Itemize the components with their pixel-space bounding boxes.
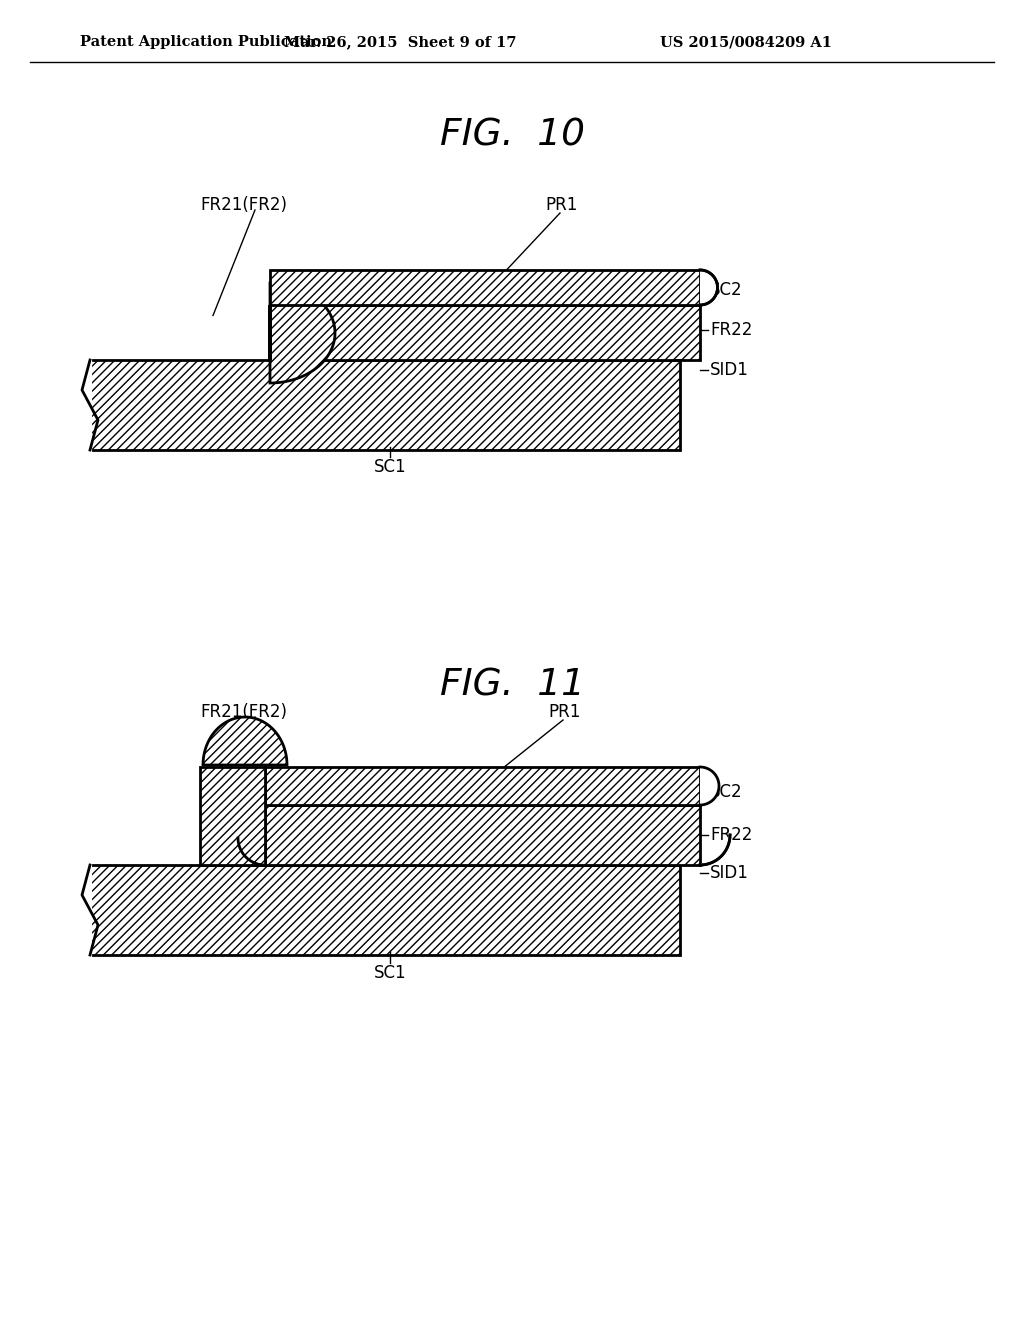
Text: Patent Application Publication: Patent Application Publication (80, 36, 332, 49)
Text: FR22: FR22 (710, 826, 753, 843)
Bar (270, 271, 700, 305)
Text: SC2: SC2 (710, 281, 742, 300)
Polygon shape (203, 717, 287, 766)
Polygon shape (700, 271, 718, 305)
Polygon shape (700, 767, 719, 805)
Text: SC1: SC1 (374, 458, 407, 477)
Text: FR21(FR2): FR21(FR2) (200, 704, 287, 721)
Text: SC2: SC2 (710, 783, 742, 801)
Text: SID1: SID1 (710, 360, 749, 379)
Bar (90, 360, 680, 450)
Text: PR1: PR1 (545, 195, 578, 214)
Polygon shape (700, 836, 730, 865)
Bar (90, 865, 680, 954)
Text: US 2015/0084209 A1: US 2015/0084209 A1 (660, 36, 831, 49)
Bar (265, 805, 700, 865)
Text: PR1: PR1 (548, 704, 581, 721)
Polygon shape (270, 282, 335, 383)
Text: SC1: SC1 (374, 964, 407, 982)
Text: FIG.  11: FIG. 11 (439, 667, 585, 704)
Bar (265, 767, 700, 805)
Text: FR22: FR22 (710, 321, 753, 339)
Bar (200, 767, 265, 865)
Text: SID1: SID1 (710, 865, 749, 882)
Bar (270, 305, 675, 360)
Text: FR21(FR2): FR21(FR2) (200, 195, 287, 214)
Text: FIG.  10: FIG. 10 (439, 117, 585, 153)
Bar (270, 305, 700, 360)
Text: Mar. 26, 2015  Sheet 9 of 17: Mar. 26, 2015 Sheet 9 of 17 (284, 36, 516, 49)
